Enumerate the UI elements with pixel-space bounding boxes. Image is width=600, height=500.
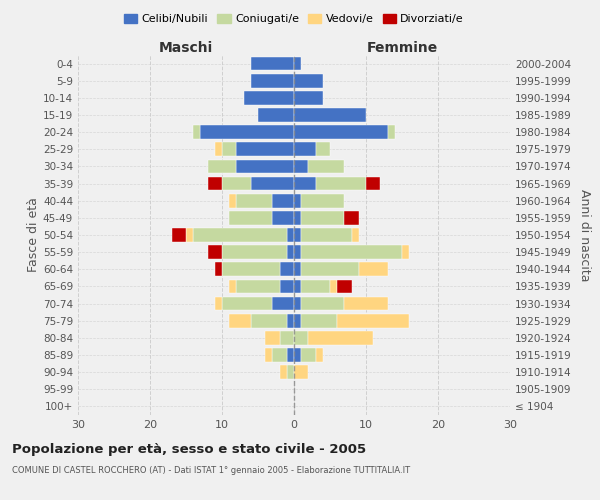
Text: Femmine: Femmine: [367, 41, 437, 55]
Bar: [251, 176, 294, 190]
Text: Popolazione per età, sesso e stato civile - 2005: Popolazione per età, sesso e stato civil…: [12, 442, 366, 456]
Bar: [208, 160, 236, 173]
Bar: [294, 142, 316, 156]
Bar: [215, 296, 222, 310]
Y-axis label: Anni di nascita: Anni di nascita: [578, 188, 591, 281]
Bar: [244, 91, 294, 104]
Bar: [280, 280, 294, 293]
Legend: Celibi/Nubili, Coniugati/e, Vedovi/e, Divorziati/e: Celibi/Nubili, Coniugati/e, Vedovi/e, Di…: [121, 10, 467, 28]
Bar: [301, 246, 402, 259]
Bar: [301, 280, 330, 293]
Bar: [280, 331, 294, 344]
Bar: [200, 126, 294, 139]
Bar: [287, 366, 294, 379]
Bar: [265, 348, 272, 362]
Bar: [229, 211, 272, 224]
Bar: [287, 314, 294, 328]
Bar: [301, 194, 344, 207]
Bar: [301, 262, 359, 276]
Bar: [344, 296, 388, 310]
Bar: [301, 296, 344, 310]
Bar: [330, 280, 337, 293]
Bar: [337, 280, 352, 293]
Bar: [402, 246, 409, 259]
Bar: [294, 160, 308, 173]
Bar: [287, 228, 294, 242]
Bar: [308, 160, 344, 173]
Bar: [301, 314, 337, 328]
Bar: [294, 211, 301, 224]
Bar: [316, 348, 323, 362]
Text: COMUNE DI CASTEL ROCCHERO (AT) - Dati ISTAT 1° gennaio 2005 - Elaborazione TUTTI: COMUNE DI CASTEL ROCCHERO (AT) - Dati IS…: [12, 466, 410, 475]
Bar: [301, 348, 316, 362]
Bar: [229, 280, 236, 293]
Bar: [215, 142, 222, 156]
Bar: [366, 176, 380, 190]
Bar: [316, 142, 330, 156]
Bar: [208, 246, 222, 259]
Bar: [301, 228, 352, 242]
Bar: [388, 126, 395, 139]
Bar: [193, 228, 287, 242]
Bar: [294, 91, 323, 104]
Bar: [280, 366, 287, 379]
Bar: [316, 176, 366, 190]
Bar: [301, 211, 344, 224]
Bar: [272, 296, 294, 310]
Text: Maschi: Maschi: [159, 41, 213, 55]
Bar: [294, 348, 301, 362]
Bar: [294, 246, 301, 259]
Bar: [359, 262, 388, 276]
Bar: [172, 228, 186, 242]
Bar: [294, 194, 301, 207]
Bar: [294, 56, 301, 70]
Bar: [236, 280, 280, 293]
Bar: [186, 228, 193, 242]
Bar: [265, 331, 280, 344]
Y-axis label: Fasce di età: Fasce di età: [27, 198, 40, 272]
Bar: [222, 262, 280, 276]
Bar: [308, 331, 373, 344]
Bar: [272, 211, 294, 224]
Bar: [222, 176, 251, 190]
Bar: [236, 160, 294, 173]
Bar: [294, 74, 323, 88]
Bar: [258, 108, 294, 122]
Bar: [294, 262, 301, 276]
Bar: [193, 126, 200, 139]
Bar: [236, 142, 294, 156]
Bar: [222, 142, 236, 156]
Bar: [236, 194, 272, 207]
Bar: [294, 314, 301, 328]
Bar: [287, 246, 294, 259]
Bar: [294, 126, 388, 139]
Bar: [272, 194, 294, 207]
Bar: [337, 314, 409, 328]
Bar: [287, 348, 294, 362]
Bar: [280, 262, 294, 276]
Bar: [215, 262, 222, 276]
Bar: [222, 296, 272, 310]
Bar: [344, 211, 359, 224]
Bar: [222, 246, 287, 259]
Bar: [294, 331, 308, 344]
Bar: [294, 176, 316, 190]
Bar: [294, 228, 301, 242]
Bar: [272, 348, 287, 362]
Bar: [251, 314, 287, 328]
Bar: [294, 296, 301, 310]
Bar: [251, 74, 294, 88]
Bar: [352, 228, 359, 242]
Bar: [294, 366, 308, 379]
Bar: [251, 56, 294, 70]
Bar: [294, 108, 366, 122]
Bar: [208, 176, 222, 190]
Bar: [229, 314, 251, 328]
Bar: [229, 194, 236, 207]
Bar: [294, 280, 301, 293]
